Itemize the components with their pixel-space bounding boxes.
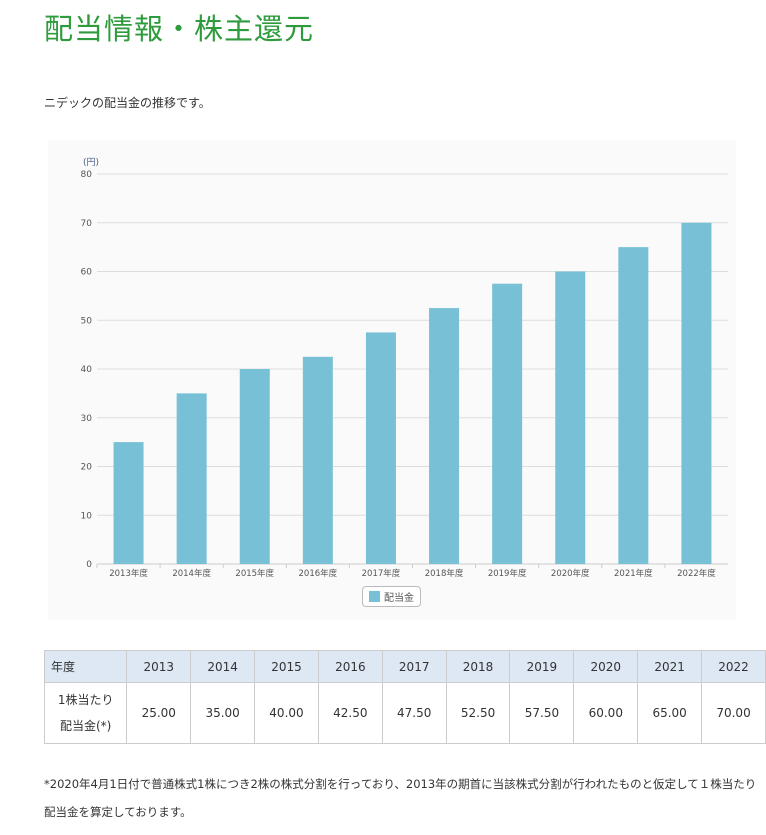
x-tick-label: 2017年度 [362, 568, 401, 579]
row-label: 1株当たり配当金(*) [43, 682, 128, 744]
y-tick-label: 50 [81, 316, 93, 326]
x-tick-label: 2016年度 [299, 568, 338, 579]
footnote: *2020年4月1日付で普通株式1株につき2株の株式分割を行っており、2013年… [44, 777, 757, 819]
row-label-line2: 配当金(*) [59, 719, 112, 733]
bar [302, 356, 333, 564]
year-header: 2015 [254, 650, 319, 683]
year-header: 2021 [637, 650, 703, 683]
bar [239, 369, 270, 564]
dividend-value: 25.00 [126, 682, 192, 744]
x-tick-label: 2020年度 [551, 568, 590, 579]
year-header: 2022 [701, 650, 766, 683]
header-label: 年度 [43, 650, 128, 683]
x-tick-label: 2013年度 [109, 568, 148, 579]
dividend-value: 65.00 [637, 682, 703, 744]
dividend-value: 42.50 [317, 682, 383, 744]
page-title: 配当情報・株主還元 [44, 12, 315, 46]
year-header: 2017 [381, 650, 447, 683]
y-tick-label: 0 [86, 560, 92, 570]
legend-item[interactable]: 配当金 [362, 586, 421, 607]
dividend-value: 60.00 [573, 682, 639, 744]
table-row: 1株当たり 配当金(*) 25.00 35.00 40.00 42.50 47.50 52.5… [43, 682, 766, 744]
dividend-value: 40.00 [254, 682, 319, 744]
year-header: 2019 [509, 650, 575, 683]
year-header: 2014 [190, 650, 256, 683]
x-tick-label: 2019年度 [488, 568, 527, 579]
bar [555, 271, 586, 564]
legend-label: 配当金 [384, 593, 414, 604]
year-header: 2016 [317, 650, 383, 683]
x-tick-label: 2021年度 [614, 568, 653, 579]
dividend-table: 年度 2013 2014 2015 2016 2017 2018 2019 2020 2021 20… [43, 650, 766, 744]
year-header: 2018 [445, 650, 511, 683]
y-tick-label: 30 [81, 414, 93, 424]
y-tick-label: 10 [81, 511, 93, 521]
chart-svg: (円) 0 10 20 30 40 50 60 70 80 2013年度 2014年度 2015年度 20… [81, 157, 728, 579]
bar [113, 442, 144, 564]
y-tick-label: 60 [81, 268, 93, 278]
dividend-value: 35.00 [190, 682, 256, 744]
bar [429, 308, 460, 564]
dividend-value: 57.50 [509, 682, 575, 744]
x-tick-label: 2014年度 [172, 568, 211, 579]
y-axis-unit: (円) [83, 157, 99, 168]
table-header-row: 年度 2013 2014 2015 2016 2017 2018 2019 2020 2021 20… [43, 650, 766, 683]
x-tick-label: 2015年度 [235, 568, 274, 579]
bar [492, 283, 523, 564]
dividend-chart: (円) 0 10 20 30 40 50 60 70 80 2013年度 2014年度 2015年度 20… [48, 140, 736, 620]
y-tick-label: 70 [81, 219, 93, 229]
year-header: 2020 [573, 650, 639, 683]
bar [176, 393, 207, 564]
y-tick-label: 80 [81, 170, 93, 180]
bar [618, 247, 649, 564]
bar [365, 332, 396, 564]
y-tick-label: 20 [81, 463, 93, 473]
x-tick-label: 2018年度 [425, 568, 464, 579]
dividend-value: 52.50 [445, 682, 511, 744]
y-tick-label: 40 [81, 365, 93, 375]
row-label-line1: 1株当たり [57, 693, 114, 707]
dividend-value: 47.50 [381, 682, 447, 744]
bar [681, 222, 712, 564]
year-header: 2013 [126, 650, 192, 683]
legend-swatch [369, 591, 380, 602]
dividend-value: 70.00 [701, 682, 766, 744]
intro-text: ニデックの配当金の推移です。 [44, 96, 211, 110]
x-tick-label: 2022年度 [677, 568, 716, 579]
